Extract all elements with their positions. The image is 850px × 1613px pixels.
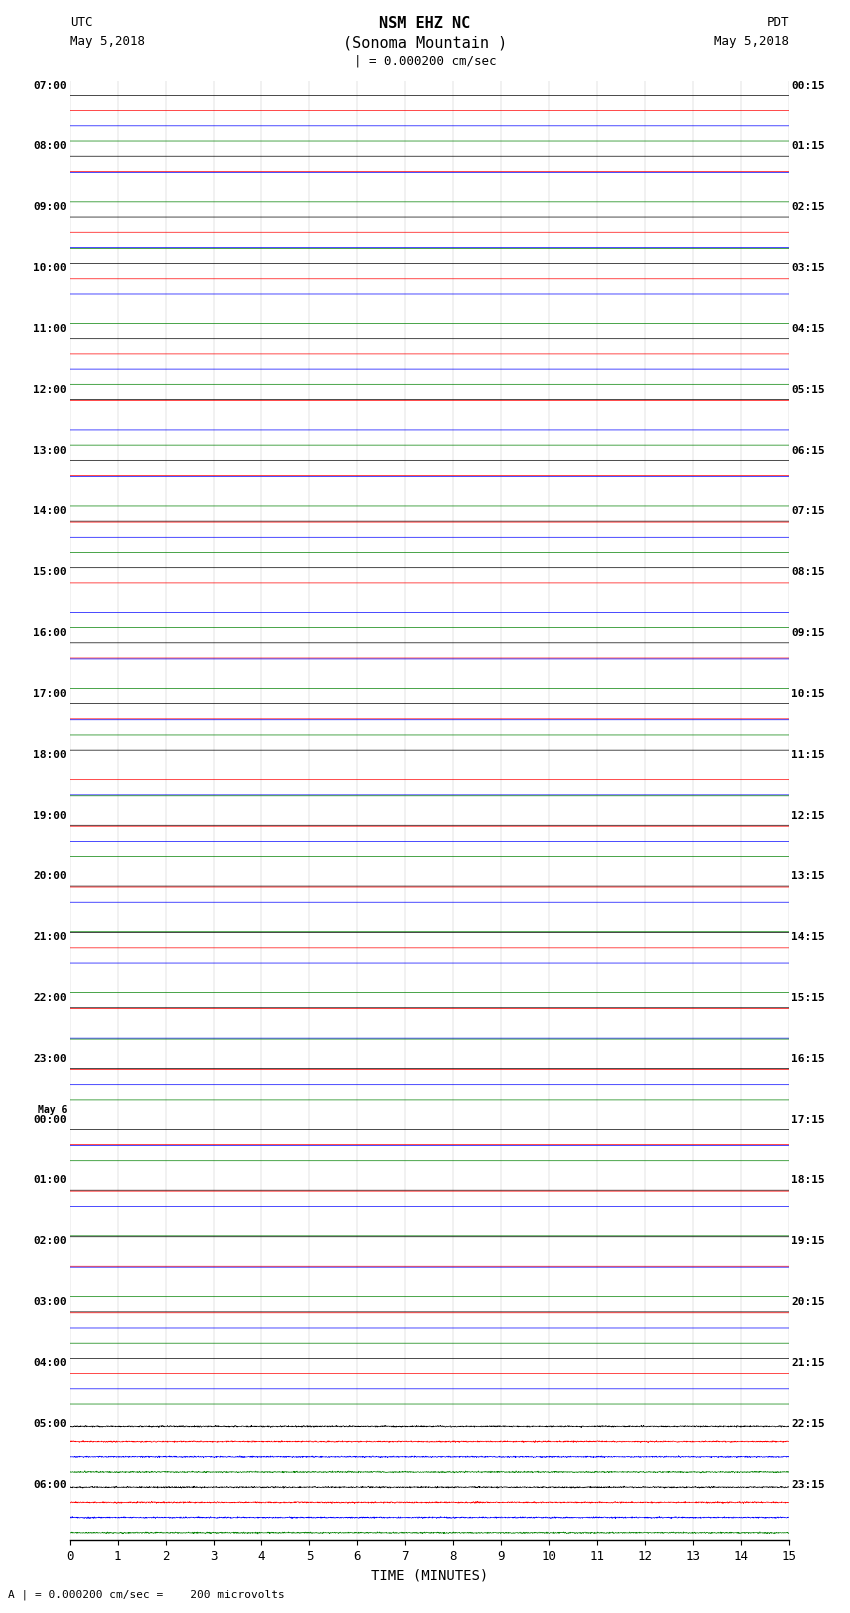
Text: 02:15: 02:15: [791, 202, 825, 213]
X-axis label: TIME (MINUTES): TIME (MINUTES): [371, 1569, 488, 1582]
Text: 00:15: 00:15: [791, 81, 825, 90]
Text: 23:15: 23:15: [791, 1479, 825, 1489]
Text: 19:00: 19:00: [33, 811, 67, 821]
Text: May 6: May 6: [37, 1105, 67, 1115]
Text: 08:00: 08:00: [33, 142, 67, 152]
Text: A | = 0.000200 cm/sec =    200 microvolts: A | = 0.000200 cm/sec = 200 microvolts: [8, 1589, 286, 1600]
Text: May 5,2018: May 5,2018: [70, 35, 144, 48]
Text: 08:15: 08:15: [791, 568, 825, 577]
Text: NSM EHZ NC: NSM EHZ NC: [379, 16, 471, 31]
Text: 01:15: 01:15: [791, 142, 825, 152]
Text: 17:00: 17:00: [33, 689, 67, 698]
Text: 07:15: 07:15: [791, 506, 825, 516]
Text: 13:15: 13:15: [791, 871, 825, 881]
Text: 21:15: 21:15: [791, 1358, 825, 1368]
Text: 22:00: 22:00: [33, 994, 67, 1003]
Text: 18:00: 18:00: [33, 750, 67, 760]
Text: 23:00: 23:00: [33, 1053, 67, 1065]
Text: 00:00: 00:00: [33, 1115, 67, 1124]
Text: | = 0.000200 cm/sec: | = 0.000200 cm/sec: [354, 55, 496, 68]
Text: 09:15: 09:15: [791, 627, 825, 639]
Text: 03:00: 03:00: [33, 1297, 67, 1307]
Text: 13:00: 13:00: [33, 445, 67, 455]
Text: 17:15: 17:15: [791, 1115, 825, 1124]
Text: 10:15: 10:15: [791, 689, 825, 698]
Text: 04:15: 04:15: [791, 324, 825, 334]
Text: 21:00: 21:00: [33, 932, 67, 942]
Text: (Sonoma Mountain ): (Sonoma Mountain ): [343, 35, 507, 50]
Text: 10:00: 10:00: [33, 263, 67, 273]
Text: 12:15: 12:15: [791, 811, 825, 821]
Text: 18:15: 18:15: [791, 1176, 825, 1186]
Text: 22:15: 22:15: [791, 1419, 825, 1429]
Text: 05:00: 05:00: [33, 1419, 67, 1429]
Text: 02:00: 02:00: [33, 1236, 67, 1247]
Text: 14:15: 14:15: [791, 932, 825, 942]
Text: 12:00: 12:00: [33, 386, 67, 395]
Text: PDT: PDT: [767, 16, 789, 29]
Text: 07:00: 07:00: [33, 81, 67, 90]
Text: 20:15: 20:15: [791, 1297, 825, 1307]
Text: May 5,2018: May 5,2018: [714, 35, 789, 48]
Text: 16:00: 16:00: [33, 627, 67, 639]
Text: 03:15: 03:15: [791, 263, 825, 273]
Text: 15:00: 15:00: [33, 568, 67, 577]
Text: 05:15: 05:15: [791, 386, 825, 395]
Text: 01:00: 01:00: [33, 1176, 67, 1186]
Text: 04:00: 04:00: [33, 1358, 67, 1368]
Text: 06:00: 06:00: [33, 1479, 67, 1489]
Text: 20:00: 20:00: [33, 871, 67, 881]
Text: 16:15: 16:15: [791, 1053, 825, 1065]
Text: 06:15: 06:15: [791, 445, 825, 455]
Text: 11:15: 11:15: [791, 750, 825, 760]
Text: 11:00: 11:00: [33, 324, 67, 334]
Text: 15:15: 15:15: [791, 994, 825, 1003]
Text: 09:00: 09:00: [33, 202, 67, 213]
Text: UTC: UTC: [70, 16, 92, 29]
Text: 14:00: 14:00: [33, 506, 67, 516]
Text: 19:15: 19:15: [791, 1236, 825, 1247]
